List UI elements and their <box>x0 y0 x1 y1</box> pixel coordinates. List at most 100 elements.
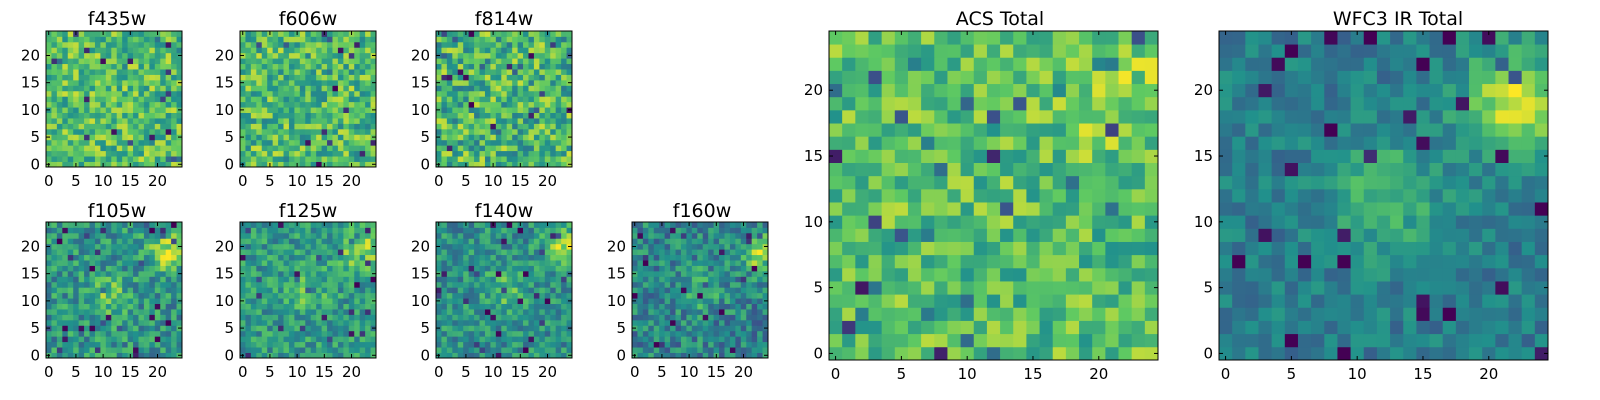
heatmap-cell <box>479 292 486 299</box>
heatmap-cell <box>973 346 988 361</box>
heatmap-cell <box>517 238 524 245</box>
heatmap-cell <box>463 101 470 108</box>
heatmap-cell <box>653 249 660 256</box>
heatmap-cell <box>105 161 112 168</box>
heatmap-cell <box>947 346 961 361</box>
heatmap-cell <box>680 227 687 234</box>
heatmap-cell <box>457 292 464 299</box>
y-tick-label: 15 <box>21 74 40 92</box>
heatmap-cell <box>78 287 85 294</box>
heatmap-cell <box>713 303 720 310</box>
heatmap-cell <box>555 150 562 157</box>
heatmap-cell <box>149 52 156 59</box>
heatmap-cell <box>105 260 112 266</box>
heatmap-cell <box>463 36 470 43</box>
heatmap-cell <box>517 298 524 304</box>
heatmap-cell <box>474 85 480 92</box>
heatmap-cell <box>659 270 666 277</box>
heatmap-cell <box>165 227 172 234</box>
heatmap-cell <box>84 139 90 146</box>
heatmap-cell <box>261 36 268 43</box>
heatmap-cell <box>740 276 747 283</box>
heatmap-cell <box>691 347 698 353</box>
heatmap-cell <box>561 134 567 141</box>
heatmap-cell <box>89 298 96 304</box>
heatmap-cell <box>468 36 475 43</box>
heatmap-cell <box>348 254 355 261</box>
heatmap-cell <box>370 249 377 256</box>
heatmap-cell <box>160 128 167 135</box>
heatmap-cell <box>1092 281 1106 295</box>
heatmap-cell <box>51 227 58 234</box>
heatmap-cell <box>67 112 74 119</box>
heatmap-cell <box>523 292 529 299</box>
heatmap-cell <box>133 118 139 124</box>
heatmap-cell <box>757 270 763 277</box>
heatmap-cell <box>528 107 535 113</box>
heatmap-cell <box>127 227 134 234</box>
heatmap-cell <box>708 265 714 272</box>
heatmap-cell <box>256 118 263 124</box>
heatmap-cell <box>561 238 567 245</box>
heatmap-cell <box>436 232 442 239</box>
heatmap-cell <box>149 298 156 304</box>
heatmap-cell <box>122 352 128 359</box>
heatmap-cell <box>1039 215 1054 229</box>
heatmap-cell <box>539 63 546 70</box>
heatmap-cell <box>310 145 317 152</box>
heatmap-cell <box>78 123 85 130</box>
heatmap-cell <box>452 319 459 326</box>
heatmap-cell <box>446 303 453 310</box>
heatmap-cell <box>272 249 279 256</box>
heatmap-cell <box>348 249 355 256</box>
heatmap-cell <box>446 118 453 124</box>
heatmap-cell <box>523 90 529 97</box>
heatmap-cell <box>240 150 246 157</box>
heatmap-cell <box>94 58 101 65</box>
heatmap-cell <box>1000 281 1014 295</box>
heatmap-cell <box>250 319 257 326</box>
heatmap-cell <box>51 314 58 321</box>
heatmap-cell <box>343 118 350 124</box>
heatmap-cell <box>370 47 377 54</box>
heatmap-cell <box>947 149 961 163</box>
heatmap-cell <box>78 90 85 97</box>
heatmap-cell <box>973 175 988 190</box>
heatmap-cell <box>327 243 333 250</box>
heatmap-cell <box>256 150 263 157</box>
heatmap-cell <box>105 309 112 315</box>
heatmap-cell <box>116 69 123 75</box>
heatmap-cell <box>337 341 344 348</box>
heatmap-cell <box>46 101 52 108</box>
heatmap-cell <box>84 63 90 70</box>
heatmap-cell <box>436 128 442 135</box>
heatmap-cell <box>294 41 301 48</box>
heatmap-cell <box>1000 188 1014 203</box>
heatmap-cell <box>84 298 90 304</box>
heatmap-cell <box>51 243 58 250</box>
heatmap-cell <box>316 232 322 239</box>
heatmap-cell <box>133 276 139 283</box>
heatmap-cell <box>691 222 698 228</box>
heatmap-cell <box>463 79 470 86</box>
heatmap-cell <box>555 260 562 266</box>
heatmap-cell <box>73 150 80 157</box>
heatmap-cell <box>528 36 535 43</box>
heatmap-cell <box>327 227 333 234</box>
heatmap-cell <box>154 336 161 343</box>
heatmap-cell <box>332 101 339 108</box>
x-tick-label: 5 <box>461 172 471 190</box>
heatmap-cell <box>495 281 502 288</box>
heatmap-cell <box>670 243 676 250</box>
heatmap-cell <box>550 52 557 59</box>
heatmap-cell <box>133 232 139 239</box>
heatmap-cell <box>632 232 638 239</box>
heatmap-cell <box>648 238 655 245</box>
heatmap-cell <box>116 325 123 332</box>
panel-title-f140w: f140w <box>475 200 534 222</box>
heatmap-cell <box>436 292 442 299</box>
heatmap-cell <box>294 276 301 283</box>
heatmap-cell <box>288 298 295 304</box>
heatmap-cell <box>94 118 101 124</box>
heatmap-cell <box>337 112 344 119</box>
